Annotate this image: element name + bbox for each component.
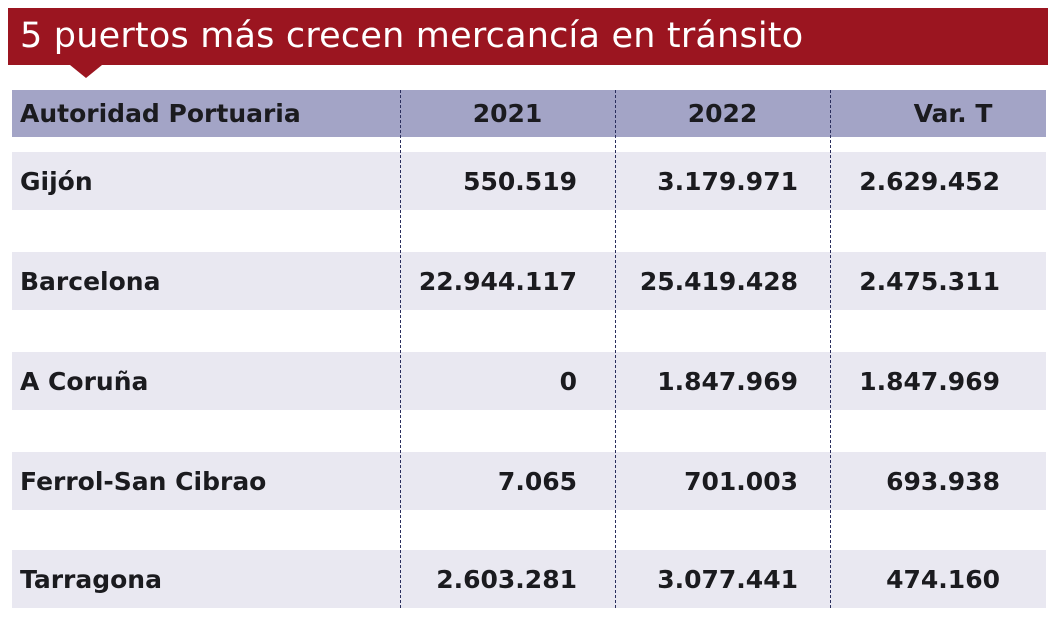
cell-2021: 550.519 [463,166,577,196]
cell-port: Ferrol-San Cibrao [20,466,267,496]
cell-port: A Coruña [20,366,149,396]
cell-var: 474.160 [886,564,1000,594]
table-row: Barcelona 22.944.117 25.419.428 2.475.311 [12,252,1046,310]
cell-2022: 3.179.971 [657,166,798,196]
cell-var: 1.847.969 [859,366,1000,396]
cell-2021: 2.603.281 [436,564,577,594]
cell-2022: 701.003 [684,466,798,496]
cell-2021: 0 [559,366,577,396]
cell-2022: 25.419.428 [639,266,798,296]
cell-var: 2.475.311 [859,266,1000,296]
column-divider [830,90,831,608]
header-var: Var. T [913,99,993,128]
cell-port: Gijón [20,166,93,196]
table-row: Tarragona 2.603.281 3.077.441 474.160 [12,550,1046,608]
header-2021: 2021 [472,99,543,128]
table-row: Ferrol-San Cibrao 7.065 701.003 693.938 [12,452,1046,510]
chart-title: 5 puertos más crecen mercancía en tránsi… [8,8,1048,65]
header-2022: 2022 [687,99,758,128]
cell-2022: 1.847.969 [657,366,798,396]
cell-2021: 7.065 [497,466,577,496]
cell-port: Tarragona [20,564,162,594]
header-port: Autoridad Portuaria [20,99,301,128]
cell-2022: 3.077.441 [657,564,798,594]
column-divider [615,90,616,608]
cell-var: 2.629.452 [859,166,1000,196]
column-divider [400,90,401,608]
table-row: Gijón 550.519 3.179.971 2.629.452 [12,152,1046,210]
cell-2021: 22.944.117 [418,266,577,296]
cell-var: 693.938 [886,466,1000,496]
table-header: Autoridad Portuaria 2021 2022 Var. T [12,90,1046,137]
cell-port: Barcelona [20,266,161,296]
title-pointer [70,65,102,78]
table-row: A Coruña 0 1.847.969 1.847.969 [12,352,1046,410]
